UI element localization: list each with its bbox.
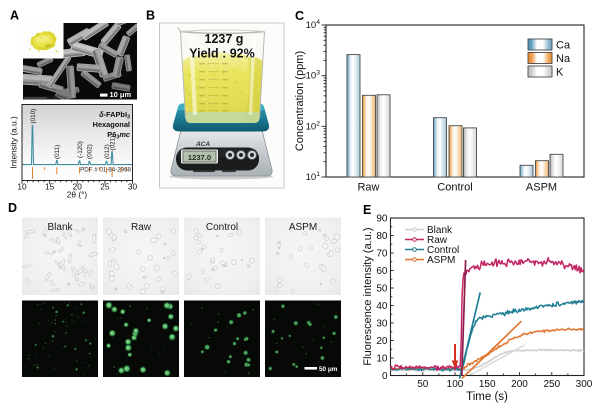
svg-text:2θ (°): 2θ (°) bbox=[67, 190, 88, 200]
svg-text:A: A bbox=[10, 9, 19, 23]
svg-text:250: 250 bbox=[543, 379, 560, 390]
svg-text:(021): (021) bbox=[109, 136, 116, 151]
svg-text:10 μm: 10 μm bbox=[110, 90, 132, 99]
svg-text:(002): (002) bbox=[87, 144, 94, 159]
svg-text:15: 15 bbox=[45, 182, 55, 192]
svg-text:40: 40 bbox=[376, 301, 388, 312]
svg-text:70: 70 bbox=[376, 249, 388, 260]
svg-text:B: B bbox=[146, 9, 155, 23]
svg-text:Raw: Raw bbox=[427, 235, 448, 246]
svg-text:Yield : 92%: Yield : 92% bbox=[189, 47, 255, 61]
svg-text:50: 50 bbox=[417, 379, 429, 390]
svg-text:C: C bbox=[295, 9, 304, 23]
svg-text:PDF # 01-84-2968: PDF # 01-84-2968 bbox=[80, 167, 131, 174]
svg-text:(-120): (-120) bbox=[77, 141, 84, 158]
svg-text:δ-FAPbI3: δ-FAPbI3 bbox=[99, 110, 130, 121]
svg-text:30: 30 bbox=[376, 319, 388, 330]
svg-text:Concentration (ppm): Concentration (ppm) bbox=[294, 51, 306, 151]
svg-text:20: 20 bbox=[376, 336, 388, 347]
svg-text:90: 90 bbox=[376, 214, 388, 225]
svg-text:Raw: Raw bbox=[131, 222, 152, 233]
svg-text:80: 80 bbox=[376, 231, 388, 242]
svg-text:10: 10 bbox=[17, 182, 27, 192]
svg-text:200: 200 bbox=[511, 379, 528, 390]
svg-text:Blank: Blank bbox=[427, 225, 453, 236]
svg-text:Time (s): Time (s) bbox=[466, 391, 508, 403]
svg-text:Ca: Ca bbox=[556, 40, 571, 52]
svg-text:1237 g: 1237 g bbox=[205, 32, 244, 46]
svg-text:Na: Na bbox=[556, 53, 571, 65]
svg-text:Control: Control bbox=[437, 182, 472, 194]
svg-text:Fluorescence intensity (a.u.): Fluorescence intensity (a.u.) bbox=[362, 227, 374, 365]
svg-text:1237.0: 1237.0 bbox=[188, 153, 211, 162]
svg-text:Intensity (a.u.): Intensity (a.u.) bbox=[9, 116, 19, 169]
svg-text:10: 10 bbox=[376, 354, 388, 365]
svg-text:30: 30 bbox=[128, 182, 138, 192]
svg-text:100: 100 bbox=[447, 379, 464, 390]
svg-text:0: 0 bbox=[382, 371, 388, 382]
svg-text:60: 60 bbox=[376, 266, 388, 277]
svg-text:ASPM: ASPM bbox=[427, 255, 455, 266]
svg-text:50: 50 bbox=[376, 284, 388, 295]
svg-text:Control: Control bbox=[206, 222, 238, 233]
svg-text:P63mc: P63mc bbox=[107, 130, 130, 141]
svg-text:150: 150 bbox=[479, 379, 496, 390]
svg-text:ACA: ACA bbox=[195, 141, 210, 148]
svg-text:25: 25 bbox=[100, 182, 110, 192]
svg-text:50 μm: 50 μm bbox=[319, 366, 338, 373]
svg-text:Raw: Raw bbox=[357, 182, 379, 194]
svg-text:Control: Control bbox=[427, 245, 459, 256]
svg-text:300: 300 bbox=[576, 379, 593, 390]
svg-text:(012): (012) bbox=[104, 144, 111, 159]
svg-text:ASPM: ASPM bbox=[289, 222, 317, 233]
svg-text:D: D bbox=[8, 201, 17, 215]
svg-text:20: 20 bbox=[73, 182, 83, 192]
svg-text:E: E bbox=[363, 203, 371, 217]
svg-text:Blank: Blank bbox=[47, 222, 73, 233]
svg-text:(011): (011) bbox=[54, 145, 61, 159]
svg-text:ASPM: ASPM bbox=[526, 182, 557, 194]
svg-text:K: K bbox=[556, 67, 564, 79]
svg-text:(010): (010) bbox=[30, 109, 37, 124]
svg-text:Hexagonal: Hexagonal bbox=[93, 120, 130, 129]
